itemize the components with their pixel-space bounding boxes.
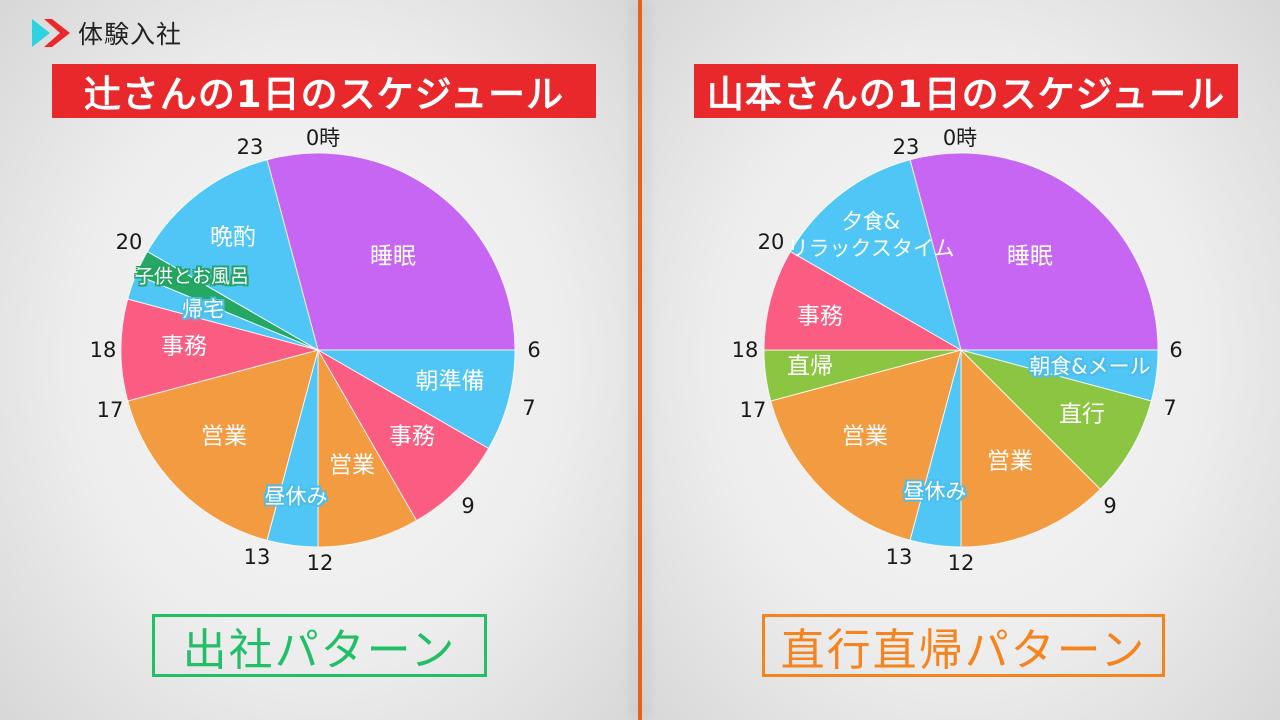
- hour-label-20: 20: [115, 230, 143, 254]
- hour-label-9: 9: [1103, 494, 1117, 518]
- pie-segment: [146, 159, 319, 352]
- hour-label-20: 20: [757, 230, 785, 254]
- yamamoto-schedule-pie: [763, 152, 1159, 548]
- hour-label-17: 17: [96, 398, 124, 422]
- segment-label-sales-am: 営業: [329, 452, 375, 479]
- segment-label-bath-with-kids: 子供とお風呂: [134, 265, 250, 288]
- pie-segment: [316, 348, 490, 522]
- segment-label-office-work-pm: 事務: [161, 333, 207, 360]
- pie-segment: [959, 349, 1152, 491]
- pie-segment: [763, 250, 963, 351]
- hour-label-13: 13: [243, 545, 271, 569]
- hour-label-6: 6: [1169, 338, 1183, 362]
- segment-label-sales-am: 営業: [987, 448, 1033, 475]
- segment-label-evening-drink: 晩酌: [210, 224, 256, 251]
- hour-label-7: 7: [522, 396, 536, 420]
- segment-label-lunch: 昼休み: [903, 479, 967, 504]
- hour-label-12: 12: [947, 551, 975, 575]
- segment-label-direct-home: 直帰: [787, 353, 833, 380]
- segment-label-commute-home: 帰宅: [182, 297, 224, 322]
- direct-commute-pattern-label: 直行直帰パターン: [762, 614, 1165, 677]
- hour-label-0: 0時: [942, 126, 978, 150]
- segment-label-sales-pm: 営業: [201, 423, 247, 450]
- segment-label-dinner-line2: リラックスタイム: [787, 236, 955, 261]
- hour-label-23: 23: [892, 135, 920, 159]
- pie-segment: [960, 348, 1102, 548]
- pie-segment: [316, 349, 516, 450]
- hour-label-18: 18: [89, 338, 117, 362]
- segment-label-sleep: 睡眠: [1007, 243, 1053, 270]
- hour-label-12: 12: [306, 551, 334, 575]
- pie-segment: [317, 348, 418, 548]
- right-title-banner: 山本さんの1日のスケジュール: [694, 64, 1238, 118]
- segment-label-direct-to-client: 直行: [1059, 401, 1105, 428]
- hour-label-13: 13: [885, 545, 913, 569]
- segment-label-office-work: 事務: [797, 303, 843, 330]
- pie-segment: [909, 152, 1159, 351]
- segment-label-sales-pm: 営業: [842, 423, 888, 450]
- segment-label-lunch: 昼休み: [264, 484, 328, 509]
- play-chevron-icon: [32, 19, 70, 47]
- segment-label-morning-prep: 朝準備: [415, 368, 485, 395]
- hour-label-23: 23: [236, 135, 264, 159]
- pie-segment: [789, 159, 962, 352]
- segment-label-breakfast-email: 朝食&メール: [1029, 354, 1151, 379]
- hour-label-9: 9: [461, 494, 475, 518]
- left-title-banner: 辻さんの1日のスケジュール: [52, 64, 596, 118]
- pie-segment: [266, 152, 516, 351]
- segment-label-dinner-line1: 夕食&: [841, 209, 901, 234]
- pie-segment: [120, 298, 320, 402]
- center-divider: [638, 0, 642, 720]
- segment-label-office-work-am: 事務: [389, 423, 435, 450]
- logo-text: 体験入社: [78, 20, 183, 49]
- segment-label-sleep: 睡眠: [370, 243, 416, 270]
- hour-label-6: 6: [527, 338, 541, 362]
- hour-label-7: 7: [1163, 396, 1177, 420]
- pie-segment: [127, 349, 319, 541]
- hour-label-18: 18: [731, 338, 759, 362]
- hour-label-0: 0時: [305, 126, 341, 150]
- tsuji-schedule-pie: [120, 152, 516, 548]
- pie-segment: [770, 349, 962, 541]
- program-logo: 体験入社: [30, 16, 182, 50]
- hour-label-17: 17: [739, 398, 767, 422]
- office-pattern-label: 出社パターン: [152, 614, 487, 677]
